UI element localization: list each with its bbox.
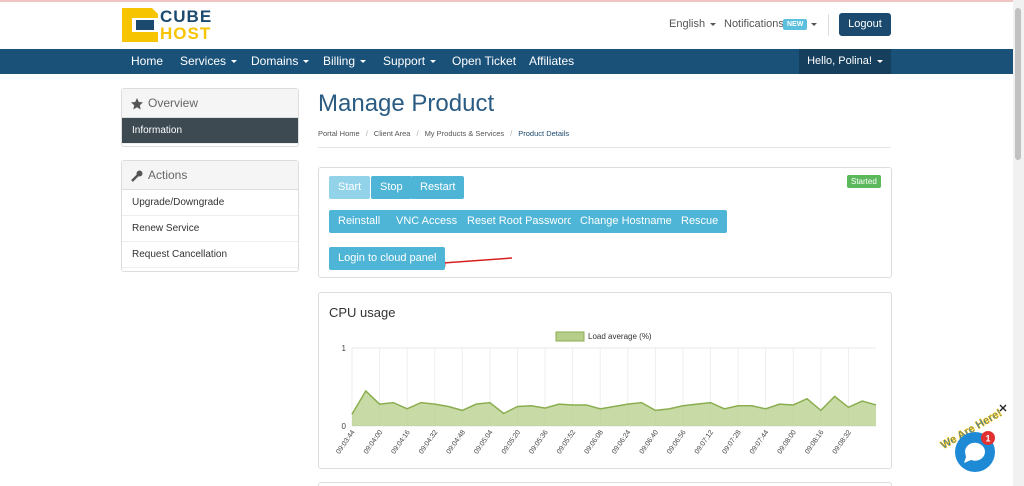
language-menu[interactable]: English [669,18,717,30]
action-button[interactable]: Start [329,176,371,199]
nav-item[interactable]: Affiliates [529,49,574,74]
y-tick-label: 0 [342,422,347,431]
language: English [669,18,706,30]
chart: 0 1 09:03:44 09:04:00 09:04:16 09:04:32 09:04:… [335,331,877,455]
x-tick-label: 09:08:32 [832,429,853,455]
status-badge: Started [847,175,881,188]
sidebar-item[interactable]: Request Cancellation [122,242,298,268]
nav-item[interactable]: Domains [251,49,310,74]
x-tick-label: 09:07:28 [721,429,742,455]
sidebar-item[interactable]: Information [122,118,298,144]
panel-heading: Overview [122,89,298,118]
logo-text: CUBE [160,7,213,26]
nav-label: Support [383,54,426,68]
x-tick-label: 09:07:12 [694,429,715,455]
x-tick-label: 09:06:08 [583,429,604,455]
caret [806,18,817,30]
user-menu[interactable]: Hello, Polina! [799,49,891,74]
panel-heading: Actions [122,161,298,190]
nav-label: Domains [251,54,299,68]
nav-item[interactable]: Services [180,49,238,74]
breadcrumb: Portal HomeClient AreaMy Products & Serv… [318,129,569,138]
logo-icon [122,8,158,42]
line [351,389,877,415]
x-tick-label: 09:07:44 [749,429,770,455]
new-badge: NEW [783,19,808,30]
nav-label: Home [131,54,164,68]
nav-item[interactable]: Open Ticket [452,49,516,74]
action-button[interactable]: VNC Access [387,210,467,233]
chat-widget[interactable]: We Are Here! 1 [925,400,1013,480]
actions-panel: Actions Upgrade/Downgrade Renew Service … [121,160,299,272]
separator [828,14,829,36]
x-tick-label: 09:05:04 [473,429,494,455]
legend-label: Load average (%) [588,332,652,341]
page-title: Manage Product [318,90,495,117]
x-tick-label: 09:04:48 [446,429,467,455]
breadcrumb-link[interactable]: Client Area [360,129,411,138]
notifications: Notifications [724,18,784,30]
red-arrow [437,257,513,267]
nav-item[interactable]: Support [383,49,437,74]
divider [318,147,891,148]
x-tick-label: 09:03:44 [335,429,356,455]
nav-label: Affiliates [529,54,575,68]
x-tick-label: 09:06:56 [666,429,687,455]
breadcrumb-link[interactable]: My Products & Services [410,129,504,138]
x-tick-label: 09:05:52 [556,429,577,455]
nav-label: Services [180,54,227,68]
legend-swatch [555,331,585,342]
user-greeting: Hello, Polina! [807,55,872,67]
action-button[interactable]: Stop [371,176,412,199]
x-tick-label: 09:06:24 [611,429,632,455]
wrench-icon [131,170,143,182]
overview-panel: Overview Information [121,88,299,147]
nav-label: Billing [323,54,356,68]
sidebar-item[interactable]: Upgrade/Downgrade [122,190,298,216]
area [352,390,876,426]
star-icon [131,98,143,110]
cpu-panel [318,292,892,469]
x-tick-label: 09:05:20 [501,429,522,455]
chart-title: CPU usage [329,305,396,320]
logo-text: HOST [160,24,212,43]
x-tick-label: 09:08:16 [804,429,825,455]
y-tick-label: 1 [342,344,347,353]
notifications-menu[interactable]: Notifications [724,18,784,30]
next-panel [318,482,892,486]
x-tick-label: 09:04:00 [363,429,384,455]
x-tick-label: 09:08:00 [777,429,798,455]
nav-label: Open Ticket [452,54,517,68]
action-button[interactable]: Restart [411,176,465,199]
action-button[interactable]: Reinstall [329,210,390,233]
action-button[interactable]: Rescue [672,210,728,233]
action-button[interactable]: Reset Root Password [458,210,583,233]
x-tick-label: 09:04:16 [390,429,411,455]
action-button[interactable]: Change Hostname [571,210,681,233]
breadcrumb-current: Product Details [504,129,569,138]
scrollbar[interactable] [1013,0,1024,486]
chat-badge: 1 [985,434,990,444]
x-tick-label: 09:06:40 [639,429,660,455]
logout-button[interactable]: Logout [839,13,891,36]
nav-item[interactable]: Billing [323,49,367,74]
action-button[interactable]: Login to cloud panel [329,247,446,270]
nav-item[interactable]: Home [131,49,163,74]
x-tick-label: 09:05:36 [528,429,549,455]
breadcrumb-link[interactable]: Portal Home [318,129,360,138]
x-tick-label: 09:04:32 [418,429,439,455]
scrollbar-thumb[interactable] [1015,8,1021,160]
top-border [0,0,1024,2]
sidebar-item[interactable]: Renew Service [122,216,298,242]
